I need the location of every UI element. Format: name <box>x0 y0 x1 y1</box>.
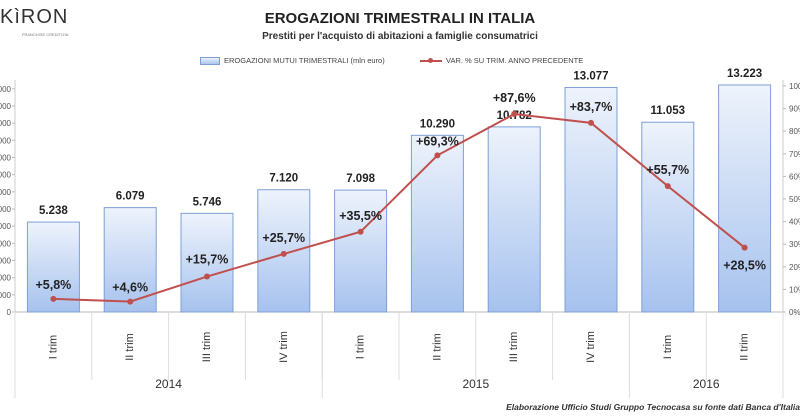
x-tick-label: II trim <box>124 333 136 361</box>
left-tick-label: 4.000 <box>0 239 12 248</box>
left-tick-label: 6.000 <box>0 205 12 214</box>
x-tick-label: IV trim <box>585 331 597 363</box>
line-value-label: +69,3% <box>416 134 459 148</box>
legend-line-label: VAR. % SU TRIM. ANNO PRECEDENTE <box>446 56 584 65</box>
group-label: 2014 <box>155 377 182 391</box>
chart-title: EROGAZIONI TRIMESTRALI IN ITALIA <box>264 10 536 27</box>
line-value-label: +5,8% <box>36 278 72 292</box>
right-tick-label: 100% <box>789 82 800 91</box>
left-tick-label: 11.000 <box>0 119 12 128</box>
bar <box>718 84 772 313</box>
line-value-label: +15,7% <box>186 253 229 267</box>
line-point <box>50 295 57 302</box>
right-tick-label: 80% <box>789 127 800 136</box>
x-tick-label: III trim <box>508 332 520 363</box>
logo-tagline: FRANCHISE CREDITIZIA <box>22 32 69 37</box>
left-tick-label: 7.000 <box>0 188 12 197</box>
x-tick-label: I trim <box>662 335 674 359</box>
left-tick-label: 10.000 <box>0 136 12 145</box>
line-point <box>511 111 518 118</box>
bar-value-label: 13.223 <box>727 68 762 80</box>
line-point <box>664 183 671 190</box>
line-point <box>280 250 287 257</box>
bar <box>180 212 234 313</box>
legend-bar-swatch <box>200 56 220 65</box>
bar <box>103 207 157 313</box>
left-tick-label: 8.000 <box>0 171 12 180</box>
right-tick-label: 40% <box>789 218 800 227</box>
left-tick-label: 5.000 <box>0 222 12 231</box>
line-point <box>357 228 364 235</box>
line-point <box>127 298 134 305</box>
left-tick-label: 2.000 <box>0 274 12 283</box>
bar-value-label: 5.746 <box>193 196 222 208</box>
line-value-label: +35,5% <box>339 209 382 223</box>
line-value-label: +87,6% <box>493 91 536 105</box>
right-tick-label: 70% <box>789 150 800 159</box>
right-tick-label: 10% <box>789 285 800 294</box>
bar-value-label: 7.098 <box>346 173 375 185</box>
left-tick-label: 9.000 <box>0 153 12 162</box>
logo: KìRON <box>0 6 69 28</box>
group-label: 2016 <box>693 377 720 391</box>
x-tick-label: II trim <box>431 333 443 361</box>
left-tick-label: 3.000 <box>0 256 12 265</box>
right-tick-label: 50% <box>789 195 800 204</box>
line-value-label: +55,7% <box>646 163 689 177</box>
right-tick-label: 90% <box>789 105 800 114</box>
right-tick-label: 0% <box>789 308 800 317</box>
right-tick-label: 60% <box>789 172 800 181</box>
group-label: 2015 <box>462 377 489 391</box>
bar-value-label: 6.079 <box>116 191 145 203</box>
bar-value-label: 7.120 <box>269 173 298 185</box>
x-tick-label: III trim <box>201 332 213 363</box>
line-point <box>588 119 594 126</box>
bar-value-label: 5.238 <box>39 205 68 217</box>
x-tick-label: I trim <box>355 335 367 359</box>
left-tick-label: 13.000 <box>0 85 12 94</box>
bar <box>641 121 695 313</box>
legend-line-swatch <box>420 57 442 63</box>
line-value-label: +25,7% <box>262 231 305 245</box>
line-value-label: +4,6% <box>112 281 148 295</box>
bar-value-label: 11.053 <box>651 105 686 117</box>
bar-value-label: 10.290 <box>420 118 455 130</box>
bar <box>257 189 311 313</box>
chart-subtitle: Prestiti per l'acquisto di abitazioni a … <box>262 31 538 42</box>
right-tick-label: 30% <box>789 240 800 249</box>
bar <box>410 134 464 313</box>
x-tick-label: II trim <box>739 333 751 361</box>
left-tick-label: 0 <box>7 308 12 317</box>
bar <box>487 126 541 313</box>
x-tick-label: IV trim <box>278 331 290 363</box>
bar <box>334 189 388 313</box>
x-tick-label: I trim <box>47 335 59 359</box>
left-tick-label: 12.000 <box>0 102 12 111</box>
line-series <box>53 112 746 303</box>
legend-item-line: VAR. % SU TRIM. ANNO PRECEDENTE <box>420 56 583 65</box>
line-point <box>741 244 748 251</box>
line-point <box>204 273 210 280</box>
line-point <box>434 152 441 159</box>
right-tick-label: 20% <box>789 263 800 272</box>
legend-bar-label: EROGAZIONI MUTUI TRIMESTRALI (mln euro) <box>224 56 385 65</box>
bar-value-label: 13.077 <box>573 70 608 82</box>
legend-item-bars: EROGAZIONI MUTUI TRIMESTRALI (mln euro) <box>200 56 385 65</box>
line-value-label: +83,7% <box>570 100 613 114</box>
left-tick-label: 1.000 <box>0 291 12 300</box>
source-note: Elaborazione Ufficio Studi Gruppo Tecnoc… <box>506 402 800 412</box>
line-value-label: +28,5% <box>723 259 766 273</box>
